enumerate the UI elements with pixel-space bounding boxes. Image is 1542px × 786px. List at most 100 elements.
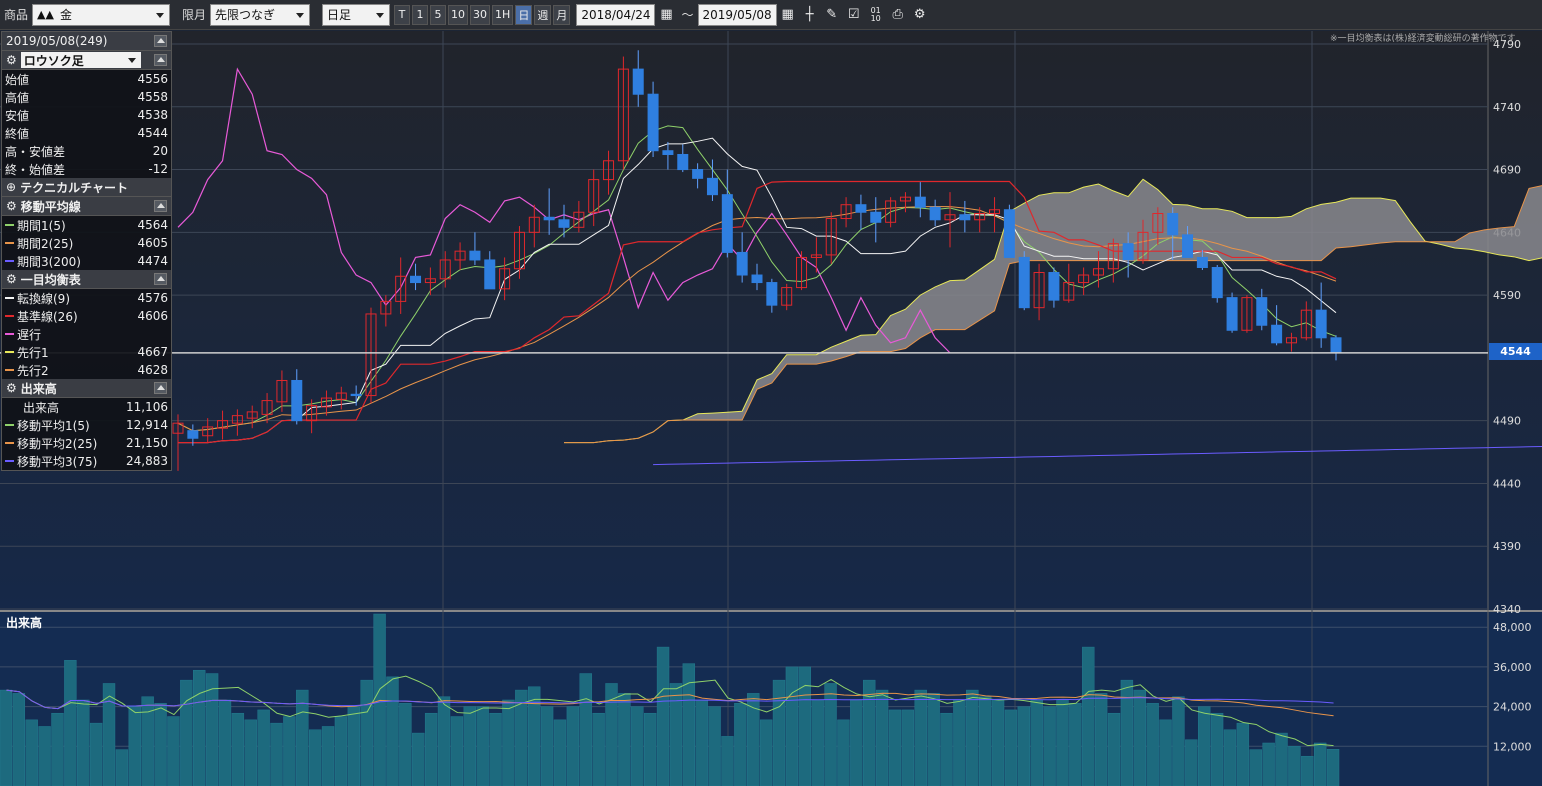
calendar-icon[interactable]: ▦ xyxy=(781,7,794,22)
volume-bar xyxy=(1288,746,1301,786)
volume-average-line xyxy=(6,675,1334,747)
candle-body xyxy=(929,206,941,221)
ohlc-value: -12 xyxy=(148,162,168,176)
volume-bar xyxy=(1236,722,1250,786)
collapse-button[interactable] xyxy=(154,382,167,394)
product-select[interactable]: ▲▲ 金 xyxy=(32,3,171,26)
collapse-button[interactable] xyxy=(154,200,167,212)
collapse-button[interactable] xyxy=(154,35,167,47)
candle-body xyxy=(632,68,644,95)
ohlc-list: 始値 4556 高値 4558 安値 4538 終値 4544 高・安値差 20 終・始値差 -12 xyxy=(2,70,171,178)
volume-bar xyxy=(1094,693,1108,786)
volume-bar xyxy=(193,669,206,786)
candle-body xyxy=(1226,297,1238,331)
candle-body xyxy=(766,282,778,306)
volume-bar xyxy=(283,716,296,786)
candle-body xyxy=(1152,213,1164,233)
candle-body xyxy=(1063,282,1075,301)
ohlc-value: 4556 xyxy=(137,72,168,86)
candle-body xyxy=(1271,324,1283,344)
legend-swatch xyxy=(5,460,14,462)
candle-body xyxy=(603,160,615,181)
candle-settings-header: ⚙ ロウソク足 xyxy=(2,51,171,70)
candle-body xyxy=(1196,256,1208,268)
candle-body xyxy=(974,213,986,221)
candle-body xyxy=(677,153,689,171)
gear-icon[interactable]: ⚙ xyxy=(913,7,926,22)
date-from-input[interactable]: 2018/04/24 xyxy=(576,3,656,26)
candle-body xyxy=(617,68,629,162)
volume-bar xyxy=(437,696,451,786)
binary-icon[interactable]: 01 10 xyxy=(870,5,881,23)
limit-select[interactable]: 先限つなぎ xyxy=(210,3,311,26)
price-chart[interactable]: 47904740469046404590449044404390434048,0… xyxy=(0,31,1542,786)
volume-bar xyxy=(579,673,592,786)
moving-average-row: 期間1(5) 4564 xyxy=(2,216,171,234)
candle-body xyxy=(736,251,748,276)
moving-average-value: 4605 xyxy=(137,236,168,250)
chevron-down-icon xyxy=(376,12,385,18)
ohlc-row: 高値 4558 xyxy=(2,88,171,106)
gear-icon[interactable]: ⚙ xyxy=(6,199,17,213)
volume-bar xyxy=(566,706,580,786)
current-price-tag: 4544 xyxy=(1489,343,1542,360)
interval-button-5[interactable]: 1H xyxy=(492,4,514,25)
date-to-input[interactable]: 2019/05/08 xyxy=(697,3,777,26)
volume-row: 移動平均2(25) 21,150 xyxy=(2,434,171,452)
interval-button-7[interactable]: 週 xyxy=(534,4,552,25)
volume-pane-title: 出来高 xyxy=(6,615,42,630)
candle-body xyxy=(781,287,793,306)
candle-body xyxy=(1033,272,1045,309)
collapse-button[interactable] xyxy=(154,273,167,285)
gear-icon[interactable]: ⚙ xyxy=(6,381,17,395)
volume-bar xyxy=(386,676,399,786)
candle-type-select[interactable]: ロウソク足 xyxy=(20,52,141,68)
volume-bar xyxy=(540,706,554,786)
period-select[interactable]: 日足 xyxy=(322,3,391,26)
ohlc-value: 20 xyxy=(152,144,168,158)
long-average-line xyxy=(653,446,1542,466)
interval-button-6[interactable]: 日 xyxy=(515,4,533,25)
legend-swatch xyxy=(5,224,14,226)
interval-button-1[interactable]: 1 xyxy=(412,4,429,25)
ichimoku-value: 4628 xyxy=(137,363,168,377)
legend-swatch xyxy=(5,424,14,426)
volume-bar xyxy=(1223,729,1237,786)
candle-body xyxy=(840,204,852,220)
interval-button-2[interactable]: 5 xyxy=(430,4,447,25)
interval-button-0[interactable]: T xyxy=(394,4,411,25)
volume-bar xyxy=(785,666,799,786)
candle-body xyxy=(959,214,971,221)
price-tick-label: 4440 xyxy=(1493,477,1521,490)
moving-average-row: 期間2(25) 4605 xyxy=(2,234,171,252)
interval-button-3[interactable]: 10 xyxy=(448,4,469,25)
plus-icon[interactable]: ⊕ xyxy=(6,180,17,194)
volume-label: 出来高 xyxy=(20,381,57,396)
candle-body xyxy=(1300,309,1312,339)
candle-body xyxy=(320,397,332,408)
interval-button-8[interactable]: 月 xyxy=(553,4,571,25)
ichimoku-value: 4667 xyxy=(137,345,168,359)
print-icon[interactable]: ⎙ xyxy=(892,7,903,22)
technical-chart-header[interactable]: ⊕ テクニカルチャート xyxy=(2,178,171,197)
calendar-icon[interactable]: ▦ xyxy=(660,7,673,22)
interval-button-4[interactable]: 30 xyxy=(470,4,491,25)
volume-bar xyxy=(759,719,773,786)
candle-body xyxy=(291,379,303,422)
check-icon[interactable]: ☑ xyxy=(847,7,860,22)
candle-body xyxy=(1285,337,1297,344)
gear-icon[interactable]: ⚙ xyxy=(6,53,17,67)
volume-bar xyxy=(502,699,515,786)
volume-bar xyxy=(734,703,747,786)
crosshair-icon[interactable]: ┼ xyxy=(805,7,814,22)
volume-bar xyxy=(1082,646,1095,786)
gear-icon[interactable]: ⚙ xyxy=(6,272,17,286)
collapse-button[interactable] xyxy=(154,54,167,66)
pencil-icon[interactable]: ✎ xyxy=(826,7,838,22)
legend-swatch xyxy=(5,351,14,353)
volume-bar xyxy=(528,686,541,786)
volume-bar xyxy=(360,679,373,786)
volume-bar xyxy=(669,683,683,786)
candle-body xyxy=(1137,231,1149,261)
volume-label: 出来高 xyxy=(23,400,60,415)
